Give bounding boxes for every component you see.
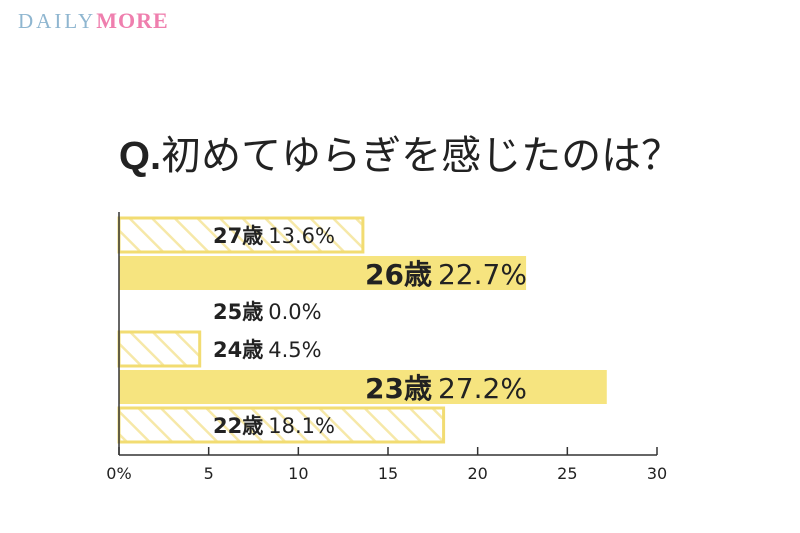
question-title: Q.初めてゆらぎを感じたのは？: [0, 130, 800, 182]
bar-value-label: 13.6%: [268, 224, 335, 248]
bar-label-22歳: 22歳 18.1%: [213, 414, 335, 438]
bar-22歳: [117, 406, 446, 444]
brand-logo: DAILY MORE: [18, 8, 169, 38]
bar-category-label: 25歳: [213, 300, 263, 324]
bar-category-label: 23歳: [365, 372, 432, 405]
bar-value-label: 27.2%: [438, 372, 527, 405]
bar-category-label: 22歳: [213, 414, 263, 438]
x-tick-label: 20: [467, 464, 487, 483]
question-text: 初めてゆらぎを感じたのは？: [161, 133, 682, 179]
x-tick-label: 0%: [106, 464, 131, 483]
bar-value-label: 0.0%: [268, 300, 321, 324]
bar-27歳: [117, 216, 365, 254]
labels-group: 27歳 13.6%26歳 22.7%25歳 0.0%24歳 4.5%23歳 27.2%22…: [213, 224, 527, 438]
x-tick-label: 30: [647, 464, 667, 483]
bar-26歳: [119, 256, 527, 290]
question-prefix: Q.: [118, 134, 162, 178]
bar-category-label: 24歳: [213, 338, 263, 362]
x-tick-label: 10: [288, 464, 308, 483]
bars-group: [117, 216, 607, 444]
bar-value-label: 4.5%: [268, 338, 321, 362]
bar-category-label: 27歳: [213, 224, 263, 248]
x-tick-label: 5: [204, 464, 214, 483]
x-axis: 0% 5 10 15 20 25 30: [106, 212, 667, 483]
brand-name-daily: DAILY: [18, 9, 97, 33]
x-tick-label: 15: [378, 464, 398, 483]
bar-label-23歳: 23歳 27.2%: [365, 372, 527, 405]
bar-label-27歳: 27歳 13.6%: [213, 224, 335, 248]
bar-label-25歳: 25歳 0.0%: [213, 300, 322, 324]
bar-label-24歳: 24歳 4.5%: [213, 338, 322, 362]
bar-value-label: 18.1%: [268, 414, 335, 438]
bar-24歳: [117, 330, 202, 368]
bar-category-label: 26歳: [365, 258, 432, 291]
brand-name-more: MORE: [96, 8, 169, 33]
bar-value-label: 22.7%: [438, 258, 527, 291]
x-tick-label: 25: [557, 464, 577, 483]
bar-23歳: [119, 370, 607, 404]
bar-label-26歳: 26歳 22.7%: [365, 258, 527, 291]
